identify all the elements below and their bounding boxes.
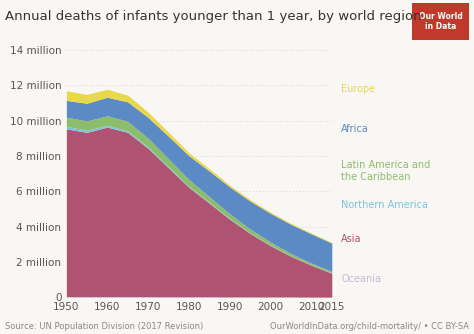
Text: OurWorldInData.org/child-mortality/ • CC BY-SA: OurWorldInData.org/child-mortality/ • CC… (270, 322, 469, 331)
Text: Annual deaths of infants younger than 1 year, by world region: Annual deaths of infants younger than 1 … (5, 10, 421, 23)
Text: Latin America and
the Caribbean: Latin America and the Caribbean (341, 160, 430, 182)
Text: Africa: Africa (341, 124, 369, 134)
Text: Our World
in Data: Our World in Data (419, 12, 463, 31)
Text: Oceania: Oceania (341, 274, 381, 284)
Text: Asia: Asia (341, 234, 362, 244)
Text: Europe: Europe (341, 84, 375, 94)
Text: Northern America: Northern America (341, 200, 428, 210)
Text: Source: UN Population Division (2017 Revision): Source: UN Population Division (2017 Rev… (5, 322, 203, 331)
